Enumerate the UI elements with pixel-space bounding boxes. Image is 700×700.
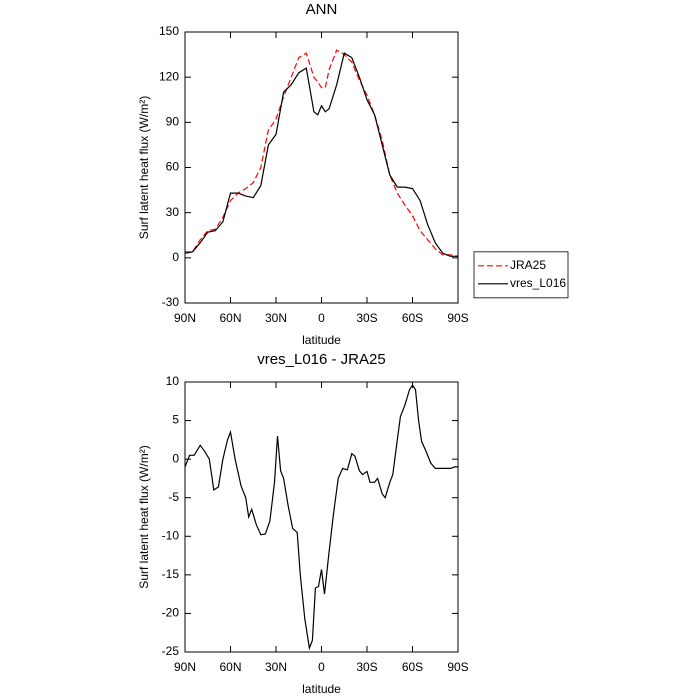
plot-frame bbox=[184, 381, 459, 653]
x-tick-label: 30N bbox=[265, 311, 287, 325]
y-tick-label: 10 bbox=[166, 374, 180, 388]
y-tick-label: -25 bbox=[162, 644, 180, 658]
y-tick-label: 150 bbox=[159, 24, 179, 38]
legend-label: vres_L016 bbox=[510, 276, 566, 290]
y-tick-label: 60 bbox=[166, 160, 180, 174]
y-axis-label: Surf latent heat flux (W/m²) bbox=[137, 96, 151, 239]
y-axis-label: Surf latent heat flux (W/m²) bbox=[137, 445, 151, 588]
x-tick-label: 0 bbox=[318, 660, 325, 674]
y-tick-label: -15 bbox=[162, 567, 180, 581]
y-tick-label: 30 bbox=[166, 205, 180, 219]
legend-box bbox=[473, 251, 569, 299]
x-tick-label: 90S bbox=[447, 660, 468, 674]
x-tick-label: 90N bbox=[174, 311, 196, 325]
data-line bbox=[184, 52, 458, 257]
y-tick-label: -5 bbox=[168, 490, 179, 504]
legend-label: JRA25 bbox=[510, 258, 546, 272]
chart-title: ANN bbox=[306, 1, 338, 18]
y-tick-label: -10 bbox=[162, 528, 180, 542]
x-tick-label: 30N bbox=[265, 660, 287, 674]
x-tick-label: 90N bbox=[174, 660, 196, 674]
y-tick-label: -20 bbox=[162, 606, 180, 620]
chart-title: vres_L016 - JRA25 bbox=[257, 351, 385, 368]
x-tick-label: 60N bbox=[219, 660, 241, 674]
x-tick-label: 30S bbox=[356, 660, 377, 674]
data-line bbox=[185, 49, 459, 257]
x-axis-label: latitude bbox=[302, 682, 341, 696]
x-tick-label: 30S bbox=[356, 311, 377, 325]
x-axis-label: latitude bbox=[302, 333, 341, 347]
y-tick-label: 0 bbox=[172, 250, 179, 264]
x-tick-label: 90S bbox=[447, 311, 468, 325]
x-tick-label: 0 bbox=[318, 311, 325, 325]
x-tick-label: 60S bbox=[402, 660, 423, 674]
y-tick-label: -30 bbox=[162, 295, 180, 309]
data-line bbox=[184, 384, 458, 651]
x-tick-label: 60S bbox=[402, 311, 423, 325]
y-tick-label: 90 bbox=[166, 115, 180, 129]
plot-frame bbox=[184, 31, 459, 304]
x-tick-label: 60N bbox=[219, 311, 241, 325]
y-tick-label: 0 bbox=[172, 451, 179, 465]
y-tick-label: 120 bbox=[159, 69, 179, 83]
y-tick-label: 5 bbox=[172, 413, 179, 427]
